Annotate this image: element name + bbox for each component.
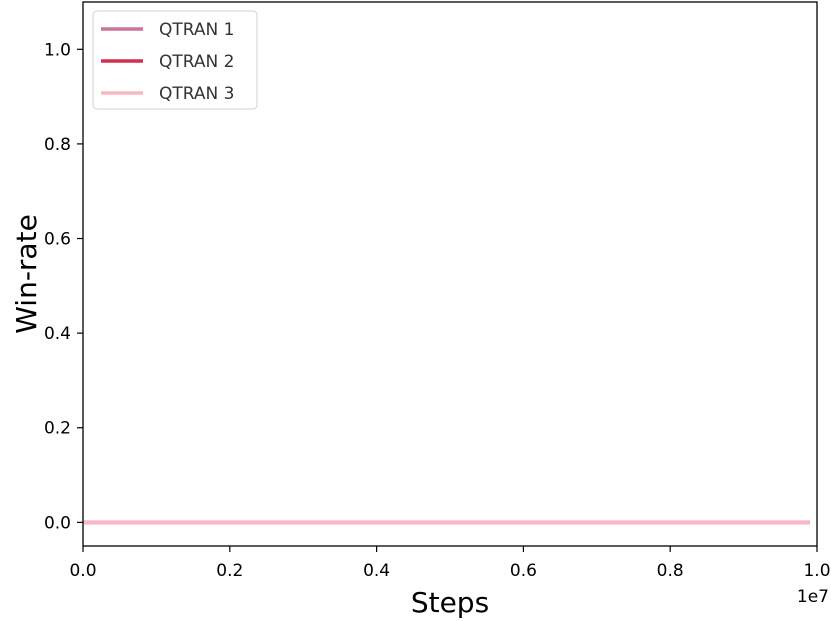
legend-label-2: QTRAN 2 [159, 52, 234, 72]
x-tick-label: 0.6 [510, 561, 537, 581]
legend-label-1: QTRAN 1 [159, 20, 234, 40]
y-tick-label: 0.0 [44, 513, 71, 533]
x-axis: 0.0 0.2 0.4 0.6 0.8 1.0 [69, 546, 831, 581]
x-axis-offset-label: 1e7 [797, 587, 829, 607]
x-tick-label: 0.2 [216, 561, 243, 581]
x-axis-title: Steps [411, 586, 489, 619]
x-tick-label: 0.4 [363, 561, 390, 581]
y-tick-label: 0.4 [44, 324, 71, 344]
x-tick-label: 0.8 [657, 561, 684, 581]
y-tick-label: 0.6 [44, 230, 71, 250]
x-tick-label: 1.0 [803, 561, 830, 581]
y-tick-label: 0.8 [44, 135, 71, 155]
plot-frame [82, 1, 818, 547]
y-tick-label: 1.0 [44, 40, 71, 60]
y-tick-label: 0.2 [44, 419, 71, 439]
y-axis: 0.0 0.2 0.4 0.6 0.8 1.0 [44, 40, 83, 533]
x-tick-label: 0.0 [69, 561, 96, 581]
legend-label-3: QTRAN 3 [159, 84, 234, 104]
legend-box [92, 10, 258, 110]
y-axis-title: Win-rate [10, 214, 43, 334]
legend: QTRAN 1 QTRAN 2 QTRAN 3 [92, 10, 258, 110]
